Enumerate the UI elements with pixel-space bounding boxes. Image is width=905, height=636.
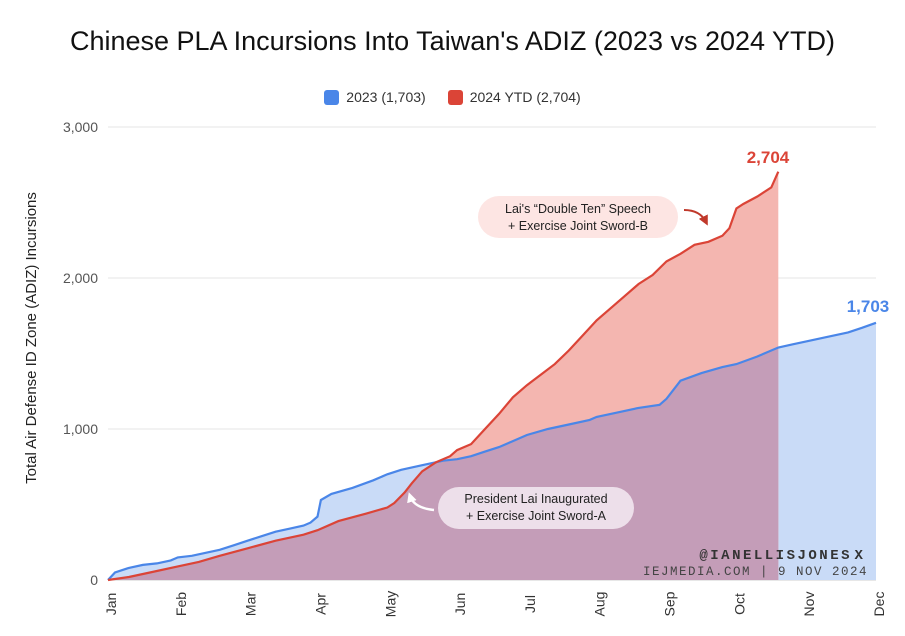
annotation-inauguration: President Lai Inaugurated + Exercise Joi…: [407, 487, 634, 529]
x-tick-label: Feb: [173, 592, 189, 616]
end-label-2023: 1,703: [847, 297, 890, 316]
x-tick-label: Oct: [731, 593, 747, 615]
legend-swatch-2024: [447, 89, 463, 105]
y-tick-label: 0: [90, 572, 98, 588]
x-tick-label: Jun: [452, 593, 468, 616]
x-tick-label: Jan: [103, 593, 119, 616]
legend-item-2023: 2023 (1,703): [324, 89, 426, 105]
credit-block: @IANELLISJONES X IEJMEDIA.COM | 9 NOV 20…: [643, 548, 868, 579]
annotation-double-ten-line1: Lai's “Double Ten” Speech: [505, 202, 651, 216]
annotation-inauguration-line1: President Lai Inaugurated: [464, 492, 607, 506]
x-axis-ticks: Jan Feb Mar Apr May Jun Jul Aug Sep Oct Nov Dec: [103, 591, 887, 617]
annotation-inauguration-line2: + Exercise Joint Sword-A: [466, 509, 607, 523]
series-line-2024: [107, 171, 780, 582]
legend-label-2023: 2023 (1,703): [346, 89, 426, 105]
chart-title: Chinese PLA Incursions Into Taiwan's ADI…: [69, 26, 836, 56]
credit-site: IEJMEDIA.COM | 9 NOV 2024: [643, 565, 868, 579]
x-tick-label: Jul: [522, 595, 538, 613]
y-tick-label: 3,000: [63, 119, 98, 135]
x-tick-label: Apr: [312, 593, 328, 615]
annotation-inauguration-arrow: [407, 492, 435, 512]
y-tick-label: 1,000: [63, 421, 98, 437]
legend-item-2024: 2024 YTD (2,704): [447, 89, 581, 105]
x-tick-label: Mar: [243, 592, 259, 616]
x-tick-label: Nov: [801, 592, 817, 617]
credit-handle: @IANELLISJONES: [699, 548, 852, 564]
x-tick-label: Dec: [871, 592, 887, 617]
annotation-double-ten-arrow: [683, 209, 708, 226]
x-tick-label: Aug: [592, 592, 608, 617]
annotation-double-ten: Lai's “Double Ten” Speech + Exercise Joi…: [478, 196, 708, 238]
x-tick-label: May: [382, 591, 398, 617]
legend-swatch-2023: [324, 89, 340, 105]
series-line-2023: [107, 321, 877, 581]
end-label-2024: 2,704: [747, 148, 790, 167]
y-axis-label: Total Air Defense ID Zone (ADIZ) Incursi…: [23, 192, 40, 484]
legend: 2023 (1,703) 2024 YTD (2,704): [0, 89, 905, 105]
y-axis-ticks: 0 1,000 2,000 3,000: [63, 119, 98, 588]
annotation-inauguration-box: [438, 487, 634, 529]
area-overlap: [108, 322, 779, 580]
legend-label-2024: 2024 YTD (2,704): [469, 89, 581, 105]
x-logo-icon: X: [855, 548, 866, 564]
x-tick-label: Sep: [662, 591, 678, 616]
annotation-double-ten-line2: + Exercise Joint Sword-B: [508, 219, 648, 233]
annotation-double-ten-box: [478, 196, 678, 238]
y-tick-label: 2,000: [63, 270, 98, 286]
